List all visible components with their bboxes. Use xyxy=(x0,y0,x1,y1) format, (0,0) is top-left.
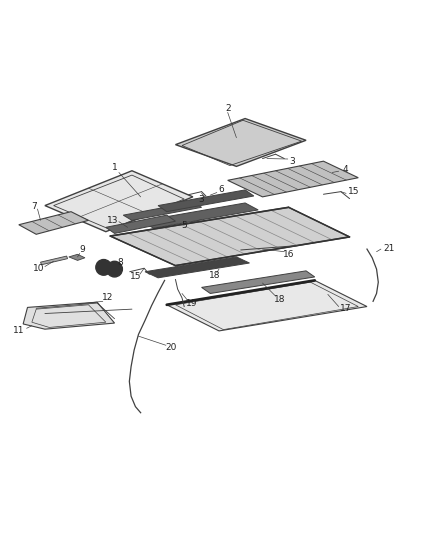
Polygon shape xyxy=(201,271,315,294)
Text: 7: 7 xyxy=(31,202,37,211)
Text: 2: 2 xyxy=(225,104,230,114)
Polygon shape xyxy=(141,203,258,228)
Circle shape xyxy=(96,260,112,275)
Text: 12: 12 xyxy=(102,293,114,302)
Circle shape xyxy=(107,261,122,277)
Text: 21: 21 xyxy=(383,244,395,253)
Text: 3: 3 xyxy=(199,196,205,205)
Text: 11: 11 xyxy=(13,326,25,335)
Polygon shape xyxy=(41,256,67,265)
Text: 15: 15 xyxy=(130,272,141,281)
Polygon shape xyxy=(167,280,367,331)
Text: 10: 10 xyxy=(33,264,44,273)
Text: 9: 9 xyxy=(79,246,85,254)
Text: 19: 19 xyxy=(186,298,198,308)
Text: 1: 1 xyxy=(112,163,117,172)
Text: 20: 20 xyxy=(166,343,177,352)
Polygon shape xyxy=(45,171,193,232)
Text: 18: 18 xyxy=(274,295,286,304)
Text: 6: 6 xyxy=(218,184,224,193)
Polygon shape xyxy=(69,254,85,261)
Polygon shape xyxy=(110,207,350,265)
Text: 3: 3 xyxy=(289,157,295,166)
Text: 16: 16 xyxy=(283,250,294,259)
Polygon shape xyxy=(19,212,88,235)
Polygon shape xyxy=(145,257,250,278)
Text: 5: 5 xyxy=(181,221,187,230)
Polygon shape xyxy=(176,118,306,166)
Text: 4: 4 xyxy=(343,165,348,174)
Text: 18: 18 xyxy=(209,271,220,280)
Text: 13: 13 xyxy=(106,216,118,225)
Polygon shape xyxy=(106,215,176,233)
Text: 15: 15 xyxy=(348,187,360,196)
Text: 17: 17 xyxy=(339,304,351,313)
Polygon shape xyxy=(158,190,254,212)
Text: 8: 8 xyxy=(117,257,123,266)
Polygon shape xyxy=(123,202,201,220)
Polygon shape xyxy=(23,302,115,329)
Polygon shape xyxy=(228,161,358,197)
